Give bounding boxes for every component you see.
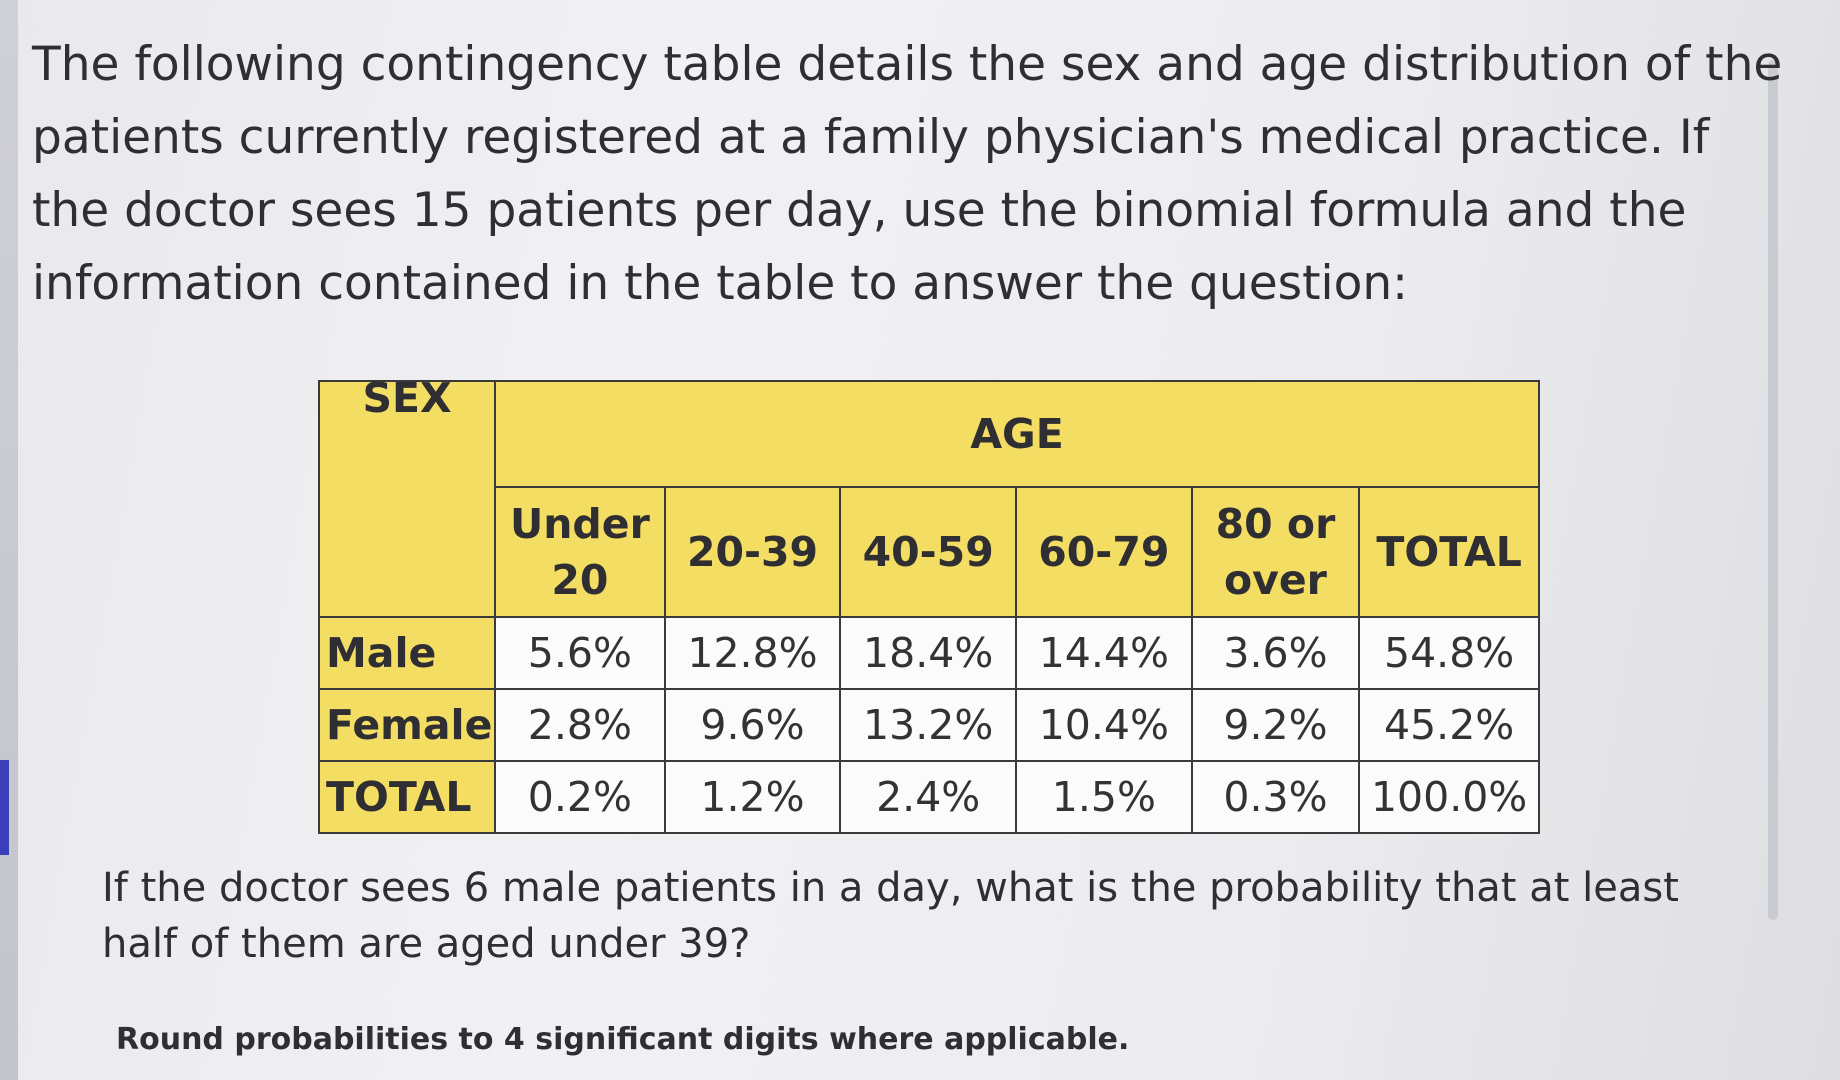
table-cell: 3.6% (1190, 616, 1361, 690)
row-label: TOTAL (317, 760, 497, 834)
table-cell: 100.0% (1358, 760, 1540, 834)
table-cell: 0.2% (494, 760, 666, 834)
table-cell: 45.2% (1358, 688, 1540, 762)
table-cell: 2.8% (494, 688, 666, 762)
table-cell: 14.4% (1015, 616, 1193, 690)
row-label: Male (317, 616, 497, 690)
column-header: TOTAL (1358, 486, 1540, 618)
table-cell: 10.4% (1015, 688, 1193, 762)
table-cell: 2.4% (839, 760, 1017, 834)
table-cell: 13.2% (839, 688, 1017, 762)
table-cell: 1.5% (1015, 760, 1193, 834)
table-cell: 5.6% (494, 616, 666, 690)
left-panel-edge (0, 0, 18, 1080)
sex-header-cell: SEX (317, 374, 497, 618)
sex-header: SEX (362, 374, 452, 422)
table-row: Male 5.6% 12.8% 18.4% 14.4% 3.6% 54.8% (317, 616, 1540, 690)
column-header: 40-59 (839, 486, 1017, 618)
problem-intro: The following contingency table details … (32, 37, 1783, 311)
table-cell: 9.2% (1190, 688, 1361, 762)
table-cell: 1.2% (663, 760, 842, 834)
table-cell: 0.3% (1190, 760, 1361, 834)
table-cell: 12.8% (663, 616, 842, 690)
column-header: 20-39 (663, 486, 842, 618)
row-label: Female (317, 688, 497, 762)
question-text: If the doctor sees 6 male patients in a … (102, 865, 1679, 967)
table-cell: 54.8% (1358, 616, 1540, 690)
table-row: TOTAL 0.2% 1.2% 2.4% 1.5% 0.3% 100.0% (317, 760, 1540, 834)
column-header: 80 or over (1190, 486, 1361, 618)
table-cell: 18.4% (839, 616, 1017, 690)
table-cell: 9.6% (663, 688, 842, 762)
age-header: AGE (494, 380, 1540, 488)
contingency-table: SEX AGE Under 20 20-39 40-59 60-79 80 or… (317, 374, 1540, 834)
column-header: 60-79 (1015, 486, 1193, 618)
active-indicator (0, 760, 9, 855)
table-row: Female 2.8% 9.6% 13.2% 10.4% 9.2% 45.2% (317, 688, 1540, 762)
scrollbar[interactable] (1768, 60, 1778, 920)
rounding-instruction: Round probabilities to 4 significant dig… (116, 1022, 1130, 1057)
column-header: Under 20 (494, 486, 666, 618)
